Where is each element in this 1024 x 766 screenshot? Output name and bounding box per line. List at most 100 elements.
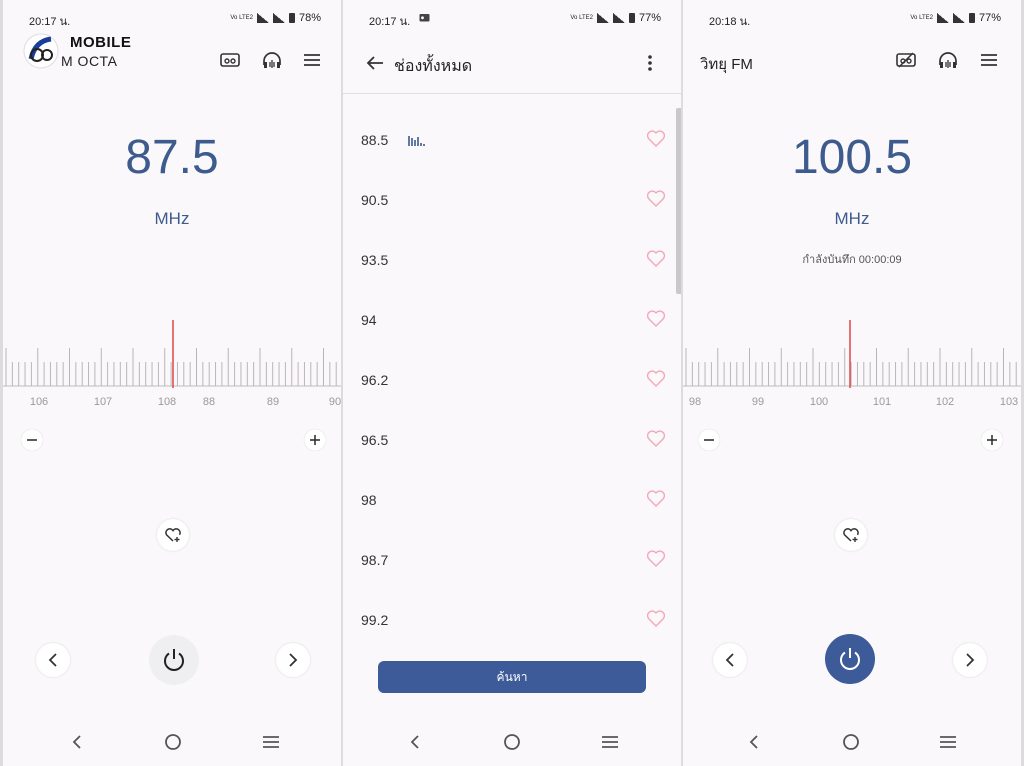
back-nav-icon[interactable] [742, 730, 766, 754]
add-favorite-button[interactable] [835, 519, 867, 551]
frequency-unit: MHz [154, 209, 190, 228]
station-row[interactable]: 94 [343, 288, 681, 348]
favorite-heart-icon[interactable] [645, 128, 667, 150]
battery-icon [288, 13, 295, 23]
battery-percent: 77% [978, 12, 1001, 24]
battery-icon [968, 13, 975, 23]
volte-indicator: Vo LTE2 [570, 15, 593, 21]
more-options-icon[interactable] [638, 51, 662, 75]
scrollbar[interactable] [676, 108, 681, 294]
signal-icon [272, 13, 285, 23]
status-time: 20:18 น. [709, 16, 751, 28]
favorite-heart-icon[interactable] [645, 308, 667, 330]
headphones-icon[interactable] [260, 48, 284, 72]
plus-icon[interactable] [303, 428, 327, 452]
add-favorite-button[interactable] [157, 519, 189, 551]
headphones-icon[interactable] [936, 48, 960, 72]
dial-label: 98 [688, 396, 702, 408]
plus-icon[interactable] [980, 428, 1004, 452]
frequency-display: 87.5 [125, 131, 219, 184]
next-station-button[interactable] [276, 643, 310, 677]
radio-icon[interactable] [218, 48, 242, 72]
watermark-logo: MOBILE M OCTA [21, 31, 137, 71]
favorite-heart-icon[interactable] [645, 548, 667, 570]
recording-status: กำลังบันทึก 00:00:09 [802, 254, 902, 266]
station-row[interactable]: 93.5 [343, 228, 681, 288]
station-row[interactable]: 99.2 [343, 588, 681, 648]
minus-icon[interactable] [20, 428, 44, 452]
page-title: วิทยุ FM [700, 56, 753, 73]
recents-nav-icon[interactable] [598, 730, 622, 754]
station-row[interactable]: 96.2 [343, 348, 681, 408]
favorite-heart-icon[interactable] [645, 368, 667, 390]
all-stations-screen: 20:17 น. Vo LTE2 77% ช่องทั้งหมด 88.5 [343, 0, 681, 766]
frequency-display: 100.5 [791, 131, 913, 184]
previous-station-button[interactable] [713, 643, 747, 677]
tuning-dial[interactable]: 106 107 108 88 89 90 [3, 320, 341, 415]
battery-percent: 78% [298, 12, 321, 24]
favorite-heart-icon[interactable] [645, 428, 667, 450]
back-arrow-icon[interactable] [363, 51, 387, 75]
dial-label: 89 [266, 396, 280, 408]
minus-icon[interactable] [697, 428, 721, 452]
status-bar: 20:18 น. Vo LTE2 77% [709, 10, 1001, 28]
station-row[interactable]: 98.7 [343, 528, 681, 588]
station-frequency: 96.2 [361, 372, 389, 388]
next-station-button[interactable] [953, 643, 987, 677]
favorite-heart-icon[interactable] [645, 188, 667, 210]
station-row[interactable]: 88.5 [343, 108, 681, 168]
favorite-heart-icon[interactable] [645, 248, 667, 270]
dial-label: 90 [328, 396, 341, 408]
recents-nav-icon[interactable] [936, 730, 960, 754]
signal-icon [952, 13, 965, 23]
station-row[interactable]: 98 [343, 468, 681, 528]
home-nav-icon[interactable] [839, 730, 863, 754]
recents-nav-icon[interactable] [259, 730, 283, 754]
now-playing-icon [408, 134, 426, 152]
logo-text-bottom: M OCTA [61, 53, 118, 69]
system-nav-bar [343, 730, 681, 754]
status-time: 20:17 น. [369, 16, 411, 28]
status-bar: 20:17 น. Vo LTE2 77% [369, 10, 661, 28]
power-icon [164, 649, 184, 671]
dial-label: 107 [93, 396, 113, 408]
dial-label: 106 [29, 396, 49, 408]
power-button[interactable] [149, 635, 199, 685]
signal-icon [612, 13, 625, 23]
power-button[interactable] [825, 634, 875, 684]
search-button[interactable]: ค้นหา [378, 661, 646, 693]
divider [343, 93, 681, 94]
status-time: 20:17 น. [29, 16, 71, 28]
favorite-heart-icon[interactable] [645, 608, 667, 630]
station-row[interactable]: 96.5 [343, 408, 681, 468]
home-nav-icon[interactable] [161, 730, 185, 754]
station-row[interactable]: 90.5 [343, 168, 681, 228]
menu-icon[interactable] [300, 48, 324, 72]
system-nav-bar [3, 730, 341, 754]
battery-icon [628, 13, 635, 23]
favorite-heart-icon[interactable] [645, 488, 667, 510]
previous-station-button[interactable] [36, 643, 70, 677]
volte-indicator: Vo LTE2 [910, 15, 933, 21]
station-frequency: 94 [361, 312, 377, 328]
back-nav-icon[interactable] [403, 730, 427, 754]
radio-off-icon[interactable] [894, 48, 918, 72]
tuning-dial[interactable]: 98 99 100 101 102 103 [683, 320, 1021, 415]
station-frequency: 88.5 [361, 132, 389, 148]
station-frequency: 98 [361, 492, 377, 508]
station-frequency: 90.5 [361, 192, 389, 208]
dial-ticks [683, 320, 1021, 388]
menu-icon[interactable] [977, 48, 1001, 72]
home-nav-icon[interactable] [500, 730, 524, 754]
dial-label: 103 [999, 396, 1019, 408]
chevron-right-icon [289, 653, 298, 667]
station-frequency: 93.5 [361, 252, 389, 268]
dial-label: 100 [809, 396, 829, 408]
station-frequency: 99.2 [361, 612, 389, 628]
battery-percent: 77% [638, 12, 661, 24]
station-frequency: 98.7 [361, 552, 389, 568]
fm-radio-screen-recording: 20:18 น. Vo LTE2 77% วิทยุ FM 100.5 MHz … [683, 0, 1021, 766]
back-nav-icon[interactable] [65, 730, 89, 754]
station-list: 88.5 90.5 93.5 94 96.2 96.5 [343, 108, 681, 648]
